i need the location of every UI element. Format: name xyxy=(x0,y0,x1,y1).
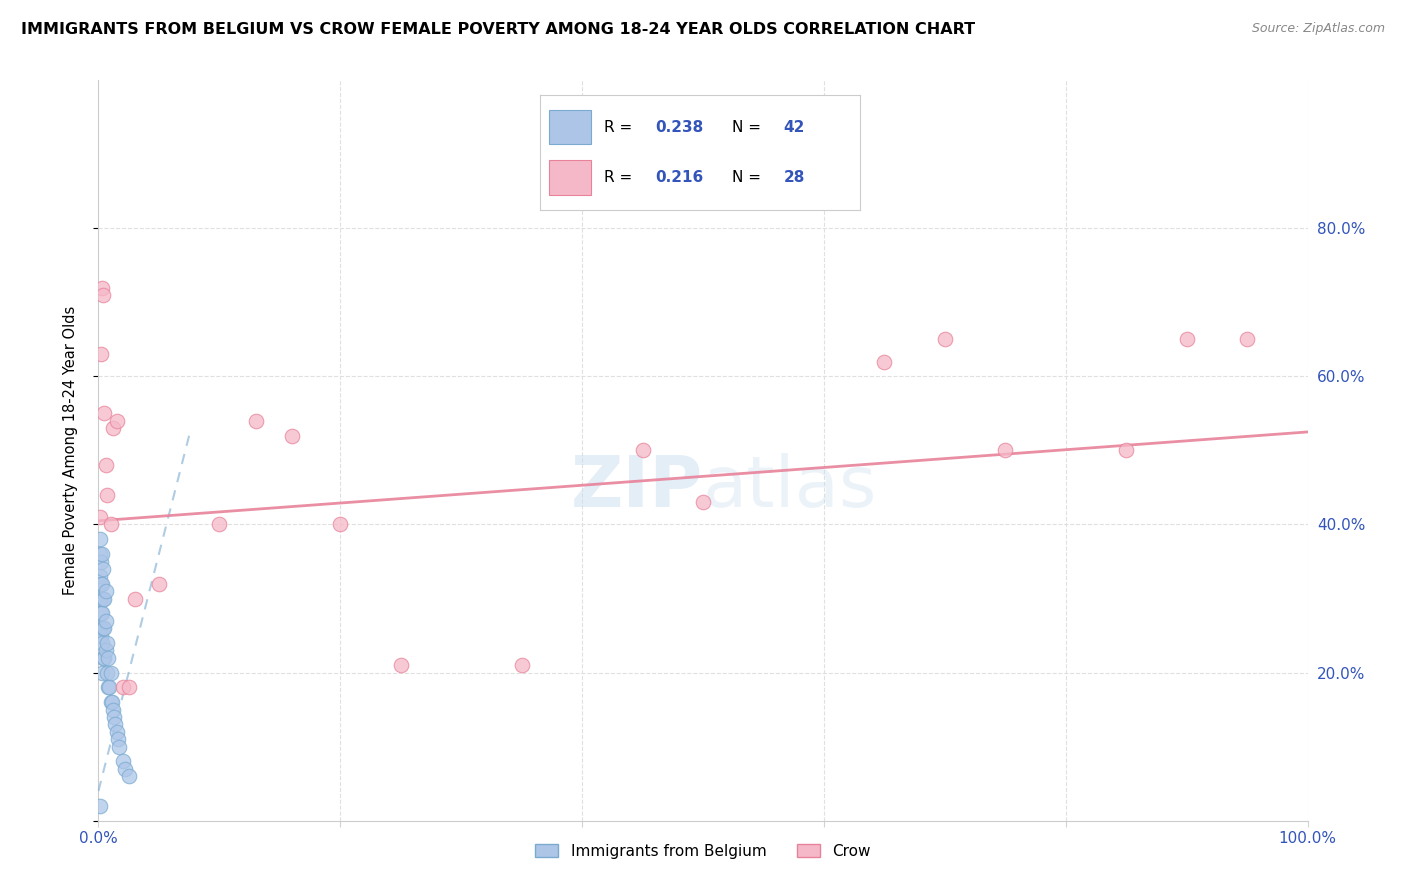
Point xyxy=(148,576,170,591)
Point xyxy=(94,643,117,657)
Text: Source: ZipAtlas.com: Source: ZipAtlas.com xyxy=(1251,22,1385,36)
Point xyxy=(104,717,127,731)
Point xyxy=(124,591,146,606)
Point xyxy=(91,650,114,665)
Point xyxy=(89,569,111,583)
Point xyxy=(1115,443,1137,458)
Point xyxy=(118,681,141,695)
Point xyxy=(93,591,115,606)
Point xyxy=(96,665,118,680)
Point xyxy=(91,547,114,561)
Text: IMMIGRANTS FROM BELGIUM VS CROW FEMALE POVERTY AMONG 18-24 YEAR OLDS CORRELATION: IMMIGRANTS FROM BELGIUM VS CROW FEMALE P… xyxy=(21,22,976,37)
Point xyxy=(245,414,267,428)
Point xyxy=(100,695,122,709)
Point xyxy=(934,332,956,346)
Point xyxy=(91,665,114,680)
Point xyxy=(111,755,134,769)
Point xyxy=(89,510,111,524)
Point xyxy=(105,724,128,739)
Point xyxy=(97,681,120,695)
Point xyxy=(90,628,112,642)
Legend: Immigrants from Belgium, Crow: Immigrants from Belgium, Crow xyxy=(529,838,877,865)
Point xyxy=(111,681,134,695)
Point xyxy=(91,288,114,302)
Point xyxy=(118,769,141,783)
Point xyxy=(329,517,352,532)
Point xyxy=(94,614,117,628)
Point xyxy=(108,739,131,754)
Point xyxy=(100,517,122,532)
Point xyxy=(93,650,115,665)
Point xyxy=(1175,332,1198,346)
Point xyxy=(103,710,125,724)
Point xyxy=(91,562,114,576)
Text: ZIP: ZIP xyxy=(571,453,703,522)
Y-axis label: Female Poverty Among 18-24 Year Olds: Female Poverty Among 18-24 Year Olds xyxy=(63,306,77,595)
Point xyxy=(510,658,533,673)
Point xyxy=(89,621,111,635)
Point xyxy=(93,621,115,635)
Text: atlas: atlas xyxy=(703,453,877,522)
Point xyxy=(89,533,111,547)
Point xyxy=(91,576,114,591)
Point xyxy=(107,732,129,747)
Point xyxy=(281,428,304,442)
Point xyxy=(91,607,114,621)
Point xyxy=(389,658,412,673)
Point xyxy=(90,347,112,361)
Point xyxy=(100,665,122,680)
Point xyxy=(90,576,112,591)
Point xyxy=(631,443,654,458)
Point xyxy=(91,621,114,635)
Point xyxy=(91,280,114,294)
Point xyxy=(89,798,111,813)
Point xyxy=(90,555,112,569)
Point xyxy=(1236,332,1258,346)
Point xyxy=(90,607,112,621)
Point xyxy=(105,414,128,428)
Point xyxy=(208,517,231,532)
Point xyxy=(94,458,117,473)
Point xyxy=(94,584,117,599)
Point xyxy=(91,591,114,606)
Point xyxy=(96,636,118,650)
Point xyxy=(692,495,714,509)
Point xyxy=(89,547,111,561)
Point xyxy=(101,703,124,717)
Point xyxy=(98,681,121,695)
Point xyxy=(96,488,118,502)
Point xyxy=(873,354,896,368)
Point xyxy=(97,650,120,665)
Point xyxy=(93,407,115,421)
Point xyxy=(100,695,122,709)
Point xyxy=(91,636,114,650)
Point xyxy=(89,591,111,606)
Point xyxy=(114,762,136,776)
Point xyxy=(101,421,124,435)
Point xyxy=(994,443,1017,458)
